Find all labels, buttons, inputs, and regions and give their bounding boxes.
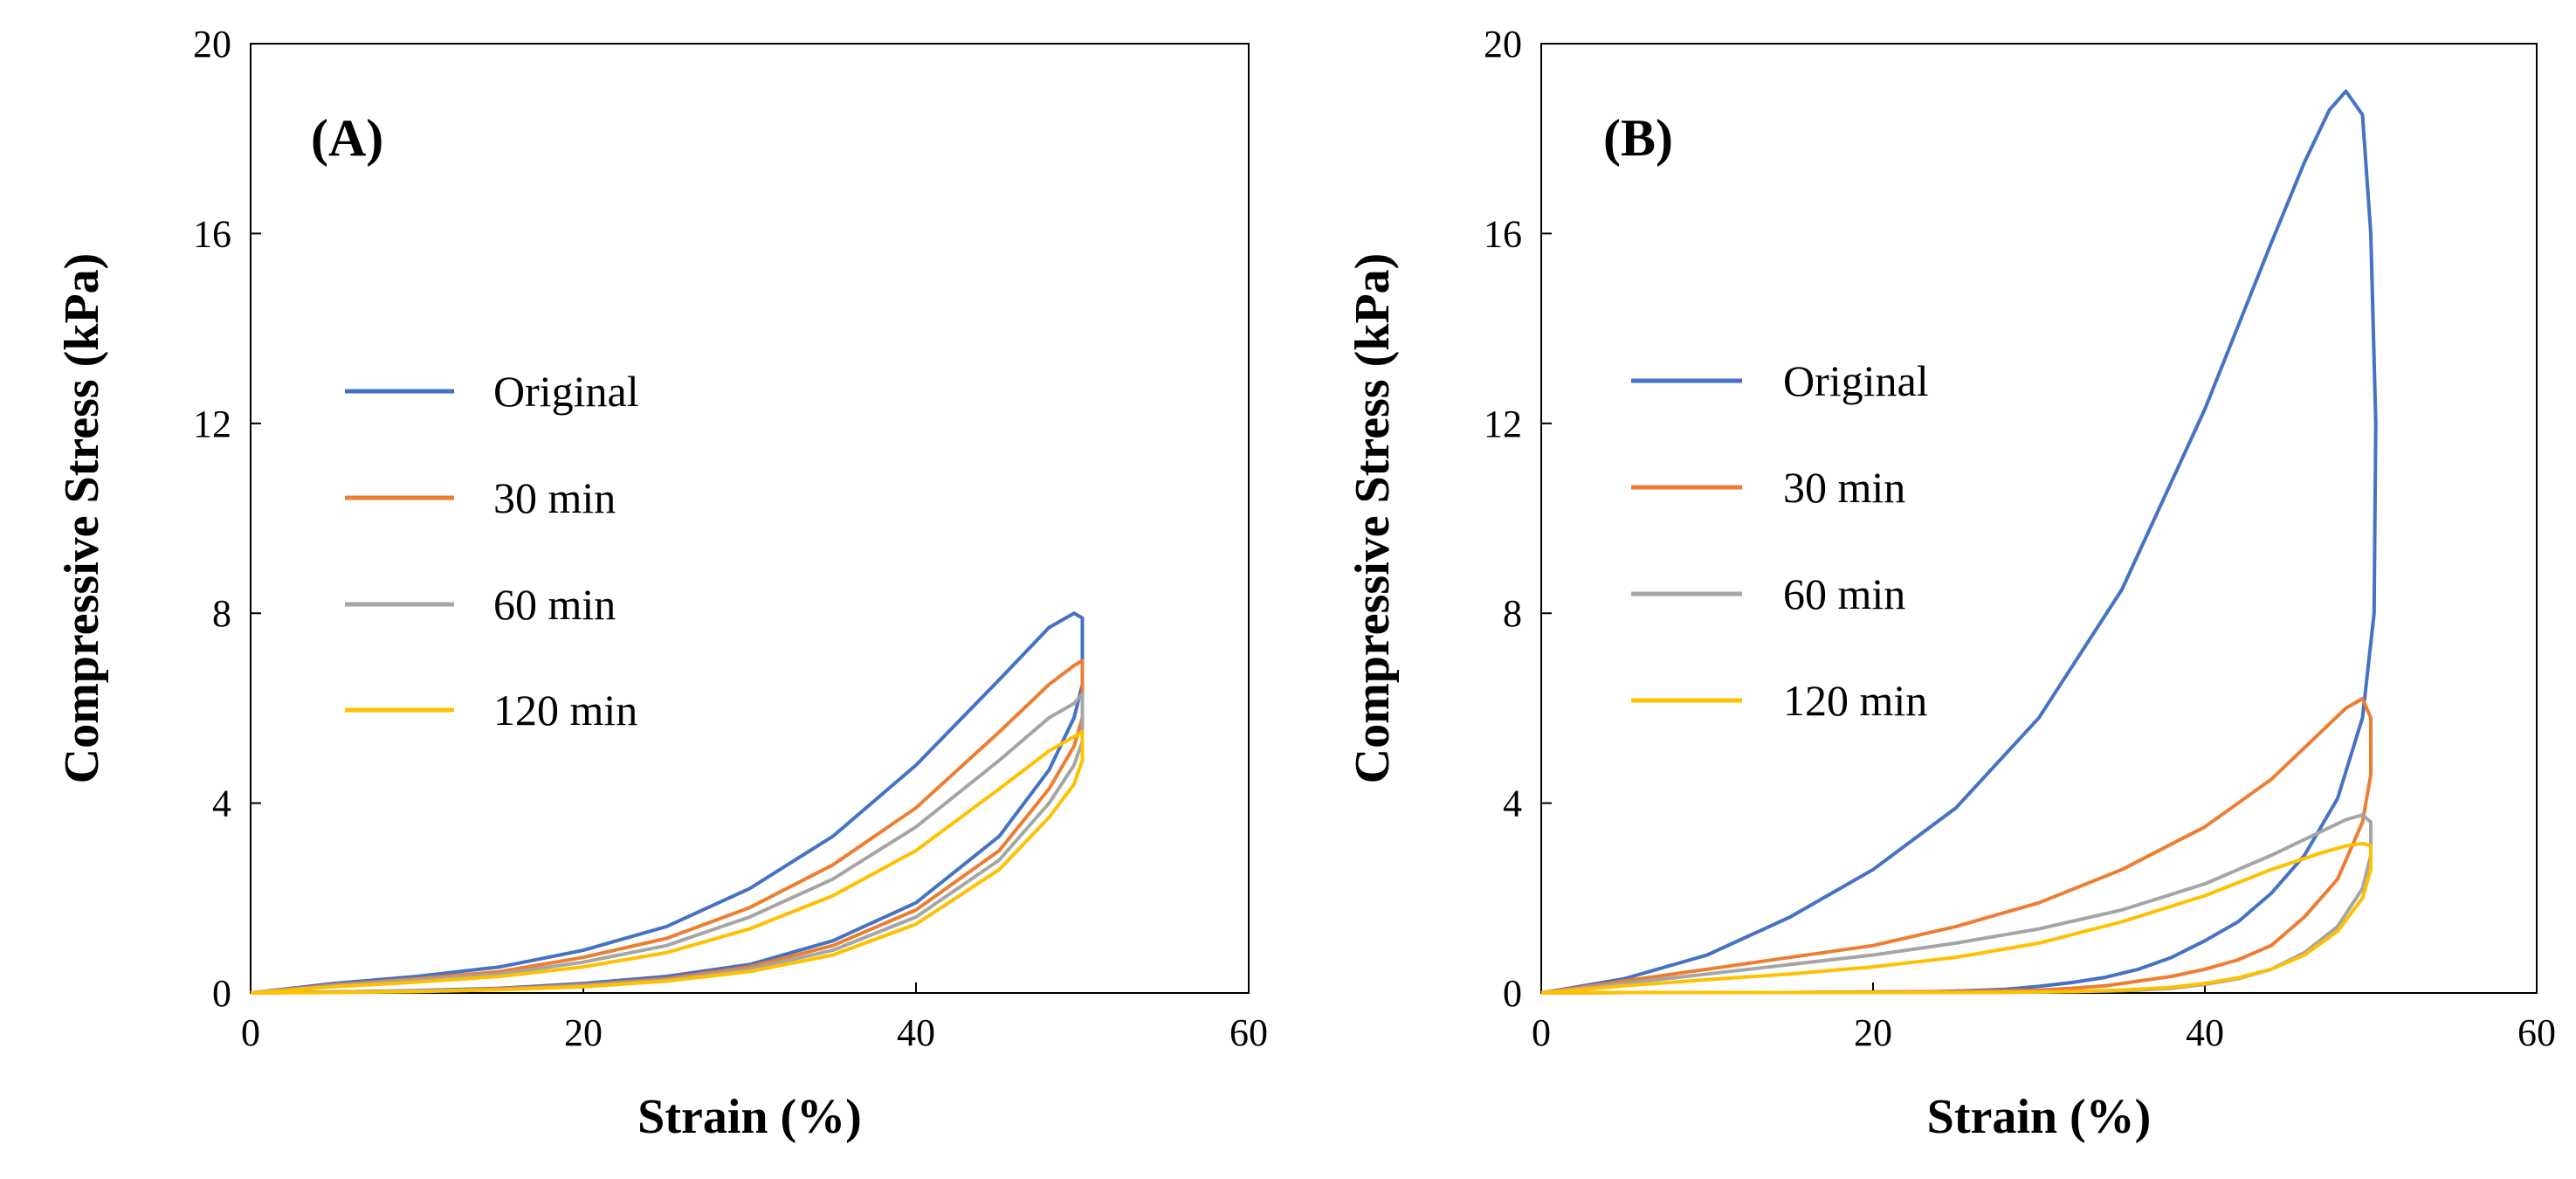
x-tick-label: 60 [1229,1011,1268,1054]
y-tick-label: 12 [193,403,231,445]
legend-label: 60 min [493,580,616,629]
panel-label: (A) [311,109,383,167]
y-tick-label: 12 [1484,403,1522,445]
legend-label: 120 min [493,686,637,734]
x-axis-title: Strain (%) [637,1090,862,1144]
legend-label: Original [493,367,639,416]
y-tick-label: 20 [1484,23,1522,66]
y-tick-label: 0 [212,972,231,1015]
y-tick-label: 4 [1503,783,1522,825]
y-tick-label: 8 [1503,592,1522,635]
legend-label: 120 min [1783,676,1927,725]
legend-label: Original [1783,356,1929,405]
x-tick-label: 0 [1532,1011,1551,1054]
y-tick-label: 16 [1484,212,1522,255]
x-axis-title: Strain (%) [1927,1090,2152,1144]
y-axis-title: Compressive Stress (kPa) [55,253,109,784]
series-line-120-min [1540,841,2373,995]
series-line-120-min [250,730,1085,995]
x-tick-label: 20 [564,1011,603,1054]
series-line-original [250,611,1085,995]
chart-panel-a: 0 20 40 60 0 4 8 12 16 20 Strain (%) Compressive St… [55,23,1268,1144]
plot-frame [1540,43,2538,994]
chart-panel-b: 0 20 40 60 0 4 8 12 16 20 Strain (%) Compressive St… [1346,23,2556,1144]
legend: Original 30 min 60 min 120 min [345,367,639,734]
series-line-original [1540,89,2378,995]
y-tick-label: 16 [193,212,231,255]
series-line-30-min [1540,697,2373,995]
plot-frame [250,43,1250,994]
series-line-60-min [250,692,1085,995]
y-tick-label: 4 [212,783,231,825]
panel-label: (B) [1603,109,1673,167]
legend-label: 30 min [493,473,616,522]
x-tick-label: 40 [897,1011,935,1054]
legend: Original 30 min 60 min 120 min [1631,356,1929,725]
y-tick-label: 0 [1503,972,1522,1015]
x-tick-label: 40 [2186,1011,2224,1054]
legend-label: 60 min [1783,569,1905,618]
y-tick-label: 20 [193,23,231,66]
x-tick-label: 60 [2517,1011,2556,1054]
x-tick-label: 20 [1854,1011,1892,1054]
y-axis-title: Compressive Stress (kPa) [1346,253,1400,784]
x-tick-label: 0 [241,1011,260,1054]
y-tick-label: 8 [212,592,231,635]
legend-label: 30 min [1783,463,1905,512]
